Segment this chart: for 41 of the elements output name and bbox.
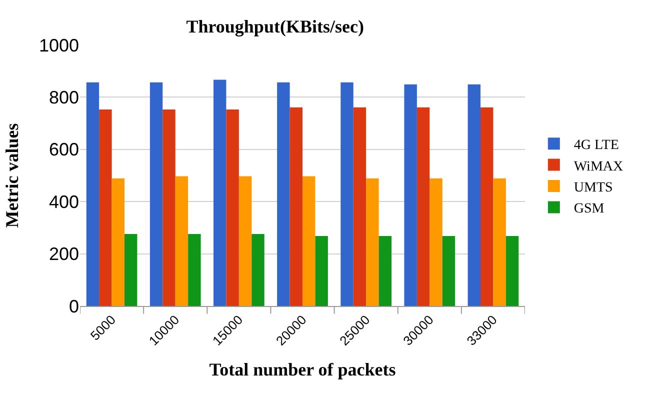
legend-label: WiMAX [574, 159, 624, 174]
y-tick-label: 400 [48, 192, 79, 212]
legend-label: 4G LTE [574, 138, 619, 154]
bar [226, 109, 239, 306]
bar [290, 107, 302, 306]
bar [86, 82, 100, 306]
bar [150, 82, 163, 306]
y-tick-label: 0 [68, 296, 79, 316]
bar [238, 176, 252, 306]
bar [302, 176, 316, 306]
chart-title: Throughput(KBits/sec) [186, 16, 364, 37]
bar [353, 107, 366, 306]
bar [430, 178, 442, 306]
y-tick-label: 200 [48, 244, 79, 264]
bar [99, 109, 112, 306]
bar [315, 236, 328, 306]
bar [378, 236, 392, 306]
legend-label: UMTS [574, 180, 613, 196]
bar [162, 109, 176, 306]
bar [404, 84, 417, 306]
bar [416, 107, 430, 306]
y-axis-title: Metric values [2, 123, 22, 228]
y-tick-label: 600 [48, 140, 79, 160]
bar [252, 234, 264, 306]
bar [340, 82, 354, 306]
bar [175, 176, 188, 306]
bar [277, 82, 290, 306]
legend-label: GSM [574, 202, 605, 217]
bar [366, 178, 379, 306]
bar [214, 80, 226, 306]
x-axis-title: Total number of packets [209, 359, 396, 380]
y-tick-label: 1000 [38, 35, 79, 56]
bar [468, 84, 480, 306]
bar [480, 107, 494, 306]
bar [493, 178, 506, 306]
bar [442, 236, 456, 306]
bar [112, 178, 124, 306]
bar [188, 234, 201, 306]
bar [124, 234, 138, 306]
bar [506, 236, 519, 306]
y-tick-label: 800 [48, 88, 79, 108]
